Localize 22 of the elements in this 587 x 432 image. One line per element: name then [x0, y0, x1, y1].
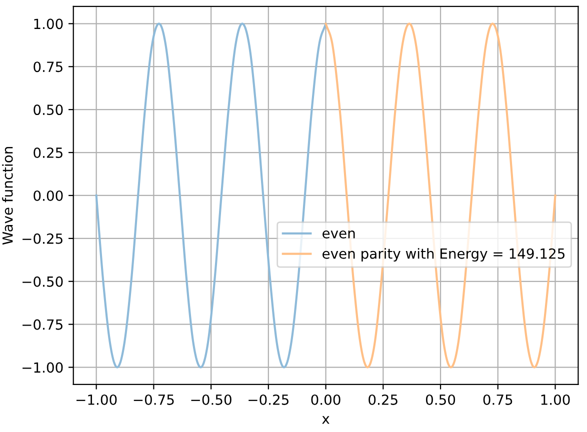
x-tick-label: −1.00 [76, 394, 117, 405]
y-tick-label: 0.00 [34, 190, 63, 201]
x-tick-label: 0.50 [426, 394, 456, 405]
y-tick-label: 0.75 [34, 62, 62, 72]
x-tick-label: −0.50 [191, 394, 232, 405]
x-tick-label: 1.00 [541, 394, 570, 405]
x-tick-label: −0.75 [134, 394, 174, 405]
x-axis-title: x [322, 416, 330, 424]
x-tick-label: −0.25 [248, 394, 288, 405]
y-tick-label: 1.00 [34, 18, 63, 30]
legend-label: even parity with Energy = 149.125 [322, 248, 564, 262]
y-tick-label: 0.50 [34, 104, 63, 116]
y-axis-title: Wave function [2, 147, 13, 245]
y-tick-label: −0.25 [22, 233, 62, 244]
y-tick-label: 0.25 [34, 147, 62, 158]
y-tick-label: −0.50 [22, 276, 63, 287]
x-tick-label: 0.75 [483, 394, 512, 405]
y-tick-label: −1.00 [22, 362, 63, 373]
x-tick-label: 0.25 [368, 394, 398, 405]
y-tick-label: −0.75 [22, 319, 62, 330]
x-tick-label: 0.00 [311, 394, 340, 405]
legend-label: even [322, 230, 355, 238]
